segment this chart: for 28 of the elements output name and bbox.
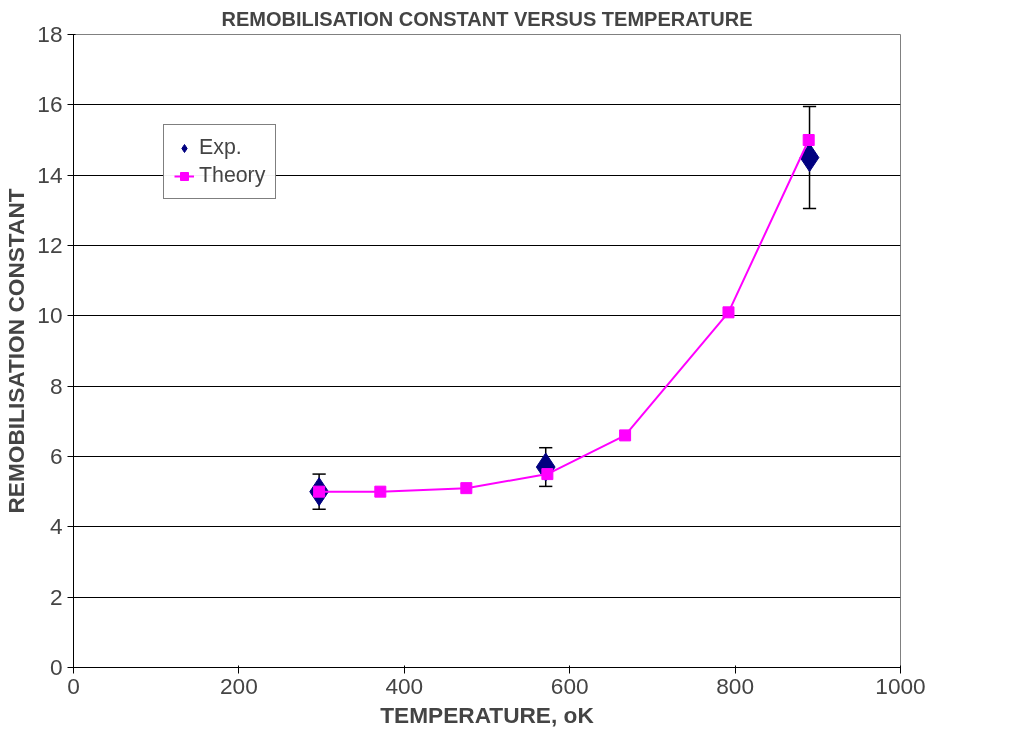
point	[374, 485, 387, 498]
x-tick-label: 400	[385, 672, 424, 699]
y-tick-label: 0	[49, 654, 63, 680]
legend-label: Theory	[199, 163, 266, 188]
y-tick-label: 4	[49, 513, 63, 540]
x-axis-title: TEMPERATURE, oK	[380, 701, 595, 728]
y-tick-label: 12	[37, 232, 63, 258]
y-tick-label: 2	[49, 583, 63, 610]
point	[799, 143, 820, 173]
y-tick-label: 16	[37, 91, 63, 118]
x-tick-label: 600	[550, 672, 589, 699]
legend-label: Exp.	[199, 135, 242, 160]
point	[619, 429, 632, 442]
point	[460, 482, 473, 495]
x-tick-label: 1000	[875, 672, 926, 699]
point	[722, 306, 735, 319]
x-tick-label: 800	[716, 672, 755, 699]
x-tick-label: 200	[220, 672, 258, 699]
point	[802, 134, 815, 146]
y-tick-label: 8	[49, 372, 63, 399]
y-tick-label: 14	[37, 161, 63, 188]
point	[541, 468, 554, 481]
y-axis-title: REMOBILISATION CONSTANT	[3, 188, 30, 514]
y-tick-label: 10	[37, 302, 63, 329]
chart-title: REMOBILISATION CONSTANT VERSUS TEMPERATURE	[221, 7, 753, 30]
x-tick-label: 0	[67, 672, 80, 699]
y-tick-label: 18	[37, 21, 63, 47]
y-tick-label: 6	[49, 443, 63, 469]
